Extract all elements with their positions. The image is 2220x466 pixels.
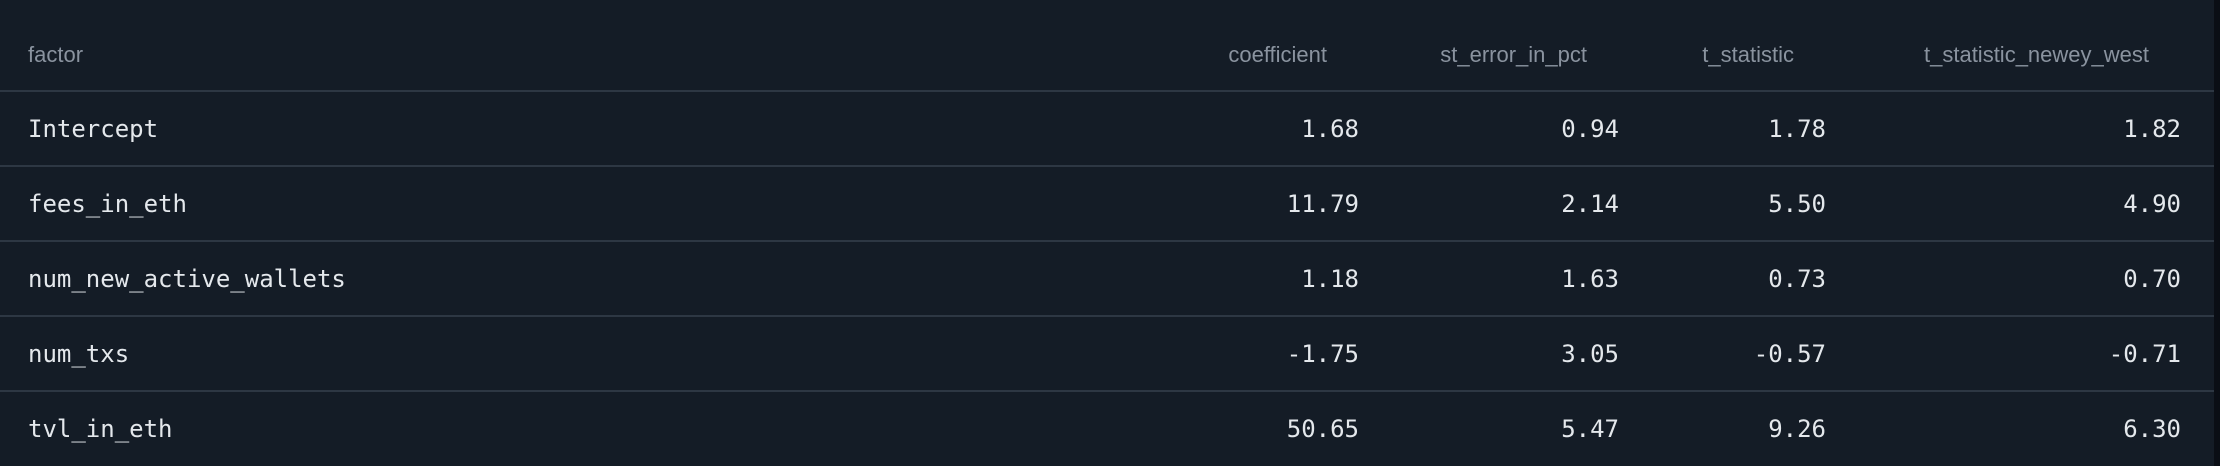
cell-st-error-in-pct: 1.63 bbox=[1392, 240, 1652, 316]
page-background-gutter bbox=[2214, 0, 2220, 466]
column-header-t-statistic-newey-west[interactable]: t_statistic_newey_west bbox=[1859, 0, 2214, 92]
cell-t-statistic: -0.57 bbox=[1652, 315, 1859, 391]
table-row: num_txs -1.75 3.05 -0.57 -0.71 bbox=[0, 315, 2214, 391]
table-body: Intercept 1.68 0.94 1.78 1.82 fees_in_et… bbox=[0, 91, 2214, 466]
cell-factor: Intercept bbox=[28, 114, 159, 143]
cell-t-statistic-newey-west: 0.70 bbox=[1859, 240, 2214, 316]
cell-st-error-in-pct: 5.47 bbox=[1392, 390, 1652, 466]
cell-t-statistic: 9.26 bbox=[1652, 390, 1859, 466]
cell-t-statistic-newey-west: 4.90 bbox=[1859, 165, 2214, 241]
column-header-coefficient[interactable]: coefficient bbox=[1132, 0, 1392, 92]
table-header: factor coefficient st_error_in_pct t_sta… bbox=[0, 0, 2214, 92]
cell-factor: fees_in_eth bbox=[0, 165, 1132, 241]
column-header-factor[interactable]: factor bbox=[0, 0, 1132, 92]
cell-st-error-in-pct: 2.14 bbox=[1392, 165, 1652, 241]
table-row: tvl_in_eth 50.65 5.47 9.26 6.30 bbox=[0, 390, 2214, 466]
cell-coefficient: 1.68 bbox=[1301, 114, 1359, 143]
cell-t-statistic: 1.78 bbox=[1768, 114, 1826, 143]
cell-t-statistic: 5.50 bbox=[1652, 165, 1859, 241]
table-row: num_new_active_wallets 1.18 1.63 0.73 0.… bbox=[0, 240, 2214, 316]
table-row: Intercept 1.68 0.94 1.78 1.82 bbox=[0, 91, 2214, 166]
cell-coefficient: -1.75 bbox=[1132, 315, 1392, 391]
cell-t-statistic-newey-west: 1.82 bbox=[2123, 114, 2181, 143]
cell-coefficient: 1.18 bbox=[1132, 240, 1392, 316]
cell-st-error-in-pct: 0.94 bbox=[1561, 114, 1619, 143]
cell-t-statistic: 0.73 bbox=[1652, 240, 1859, 316]
cell-coefficient: 50.65 bbox=[1132, 390, 1392, 466]
table-row: fees_in_eth 11.79 2.14 5.50 4.90 bbox=[0, 165, 2214, 241]
cell-factor: num_txs bbox=[0, 315, 1132, 391]
cell-t-statistic-newey-west: 6.30 bbox=[1859, 390, 2214, 466]
cell-factor: num_new_active_wallets bbox=[0, 240, 1132, 316]
cell-coefficient: 11.79 bbox=[1132, 165, 1392, 241]
cell-factor: tvl_in_eth bbox=[0, 390, 1132, 466]
header-row: factor coefficient st_error_in_pct t_sta… bbox=[0, 0, 2214, 92]
cell-t-statistic-newey-west: -0.71 bbox=[1859, 315, 2214, 391]
cell-st-error-in-pct: 3.05 bbox=[1392, 315, 1652, 391]
column-header-st-error-in-pct[interactable]: st_error_in_pct bbox=[1392, 0, 1652, 92]
column-header-t-statistic[interactable]: t_statistic bbox=[1652, 0, 1859, 92]
